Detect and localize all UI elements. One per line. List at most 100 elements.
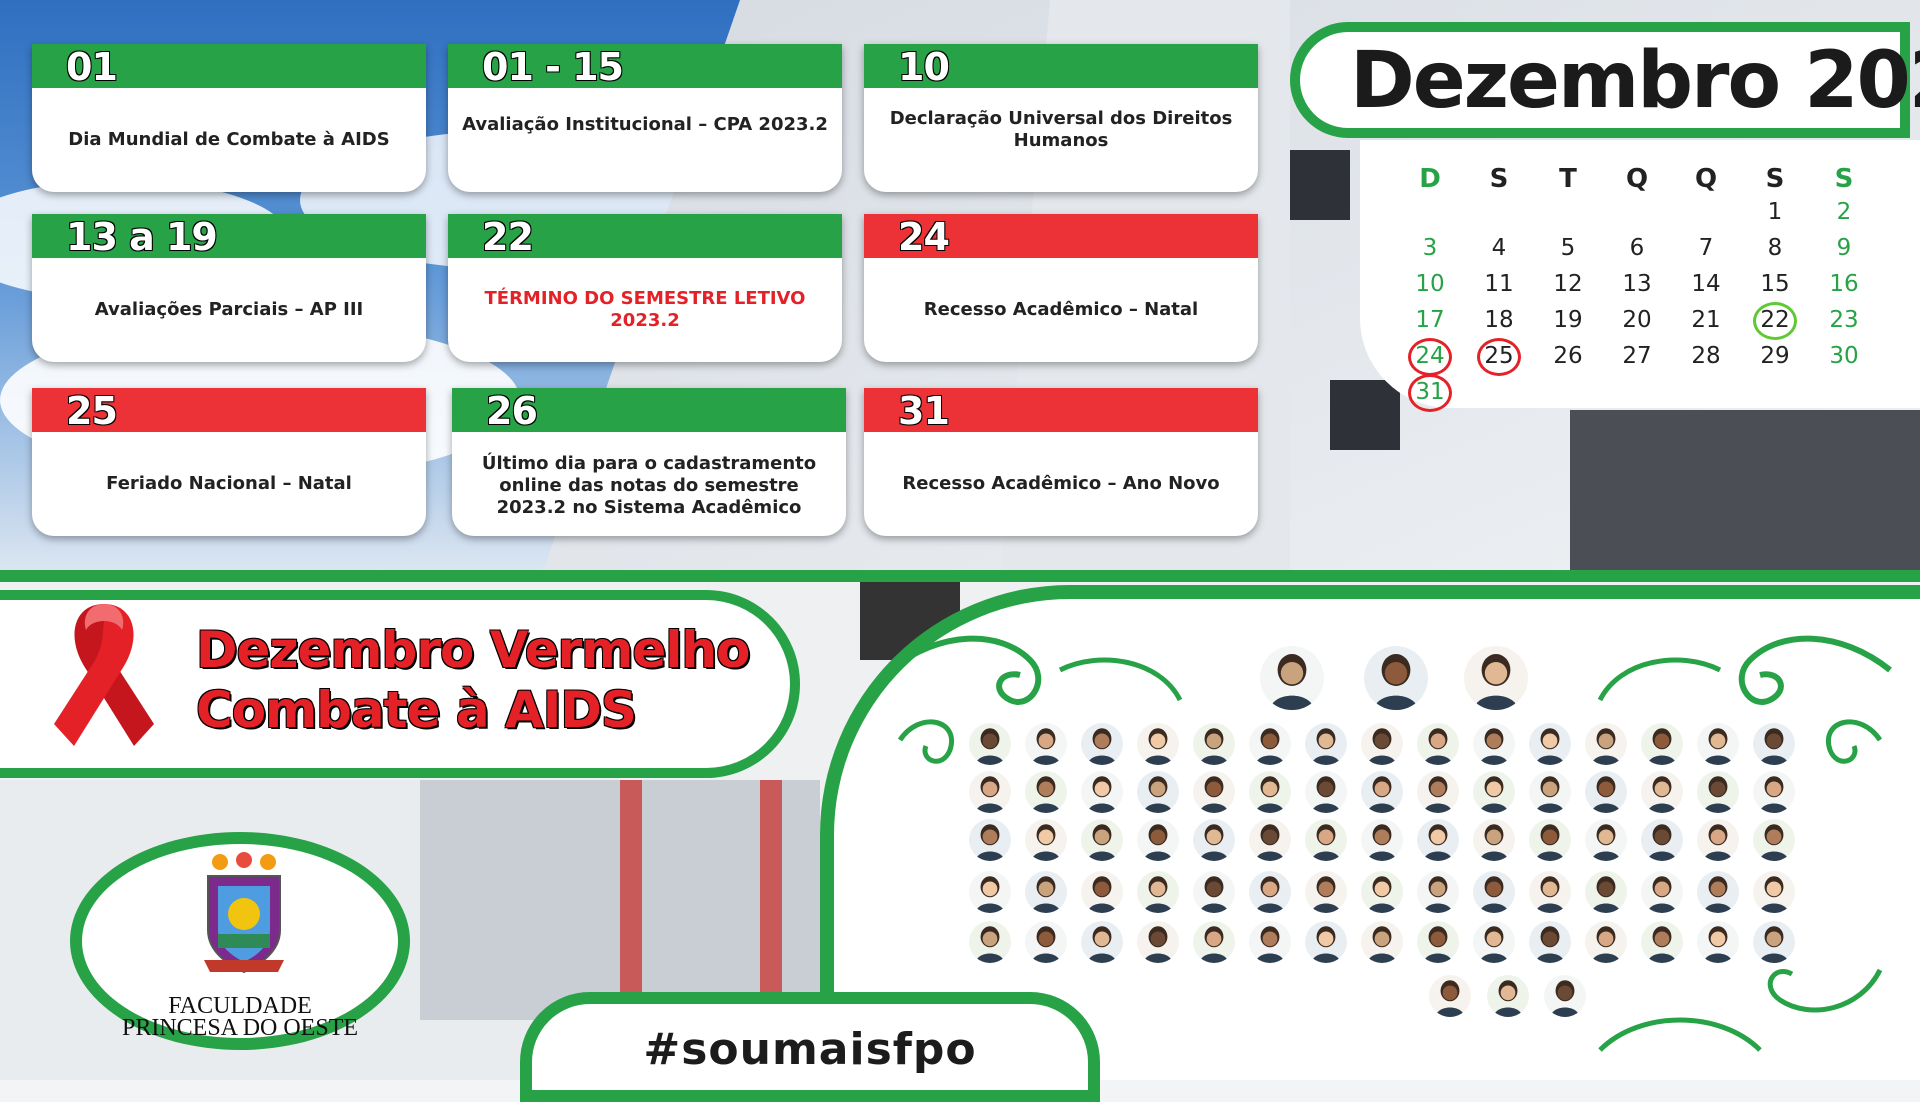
calendar-day: 16 bbox=[1829, 271, 1859, 297]
faculty-name-line-2: PRINCESA DO OESTE bbox=[121, 1015, 359, 1041]
red-ribbon-icon bbox=[54, 604, 154, 746]
team-member-photo bbox=[1081, 871, 1123, 913]
team-member-photo bbox=[969, 723, 1011, 765]
team-member-photo bbox=[1473, 771, 1515, 813]
team-member-photo bbox=[1249, 771, 1291, 813]
team-member-photo bbox=[1193, 723, 1235, 765]
team-member-photo bbox=[1137, 921, 1179, 963]
calendar-day: 1 bbox=[1767, 199, 1783, 225]
team-member-photo bbox=[1361, 871, 1403, 913]
team-member-photo bbox=[1260, 646, 1324, 710]
team-member-photo bbox=[1585, 771, 1627, 813]
team-member-photo bbox=[1641, 921, 1683, 963]
team-member-photo bbox=[1487, 975, 1529, 1017]
event-text: TÉRMINO DO SEMESTRE LETIVO 2023.2 bbox=[484, 288, 806, 331]
event-text: Feriado Nacional – Natal bbox=[106, 473, 352, 494]
team-member-photo bbox=[1249, 921, 1291, 963]
team-member-photo bbox=[1753, 871, 1795, 913]
event-text: Declaração Universal dos Direitos Humano… bbox=[889, 108, 1233, 151]
calendar-day: 10 bbox=[1415, 271, 1445, 297]
calendar-day: 17 bbox=[1415, 307, 1445, 333]
event-text: Último dia para o cadastramento online d… bbox=[481, 453, 817, 518]
team-member-photo bbox=[1025, 921, 1067, 963]
team-member-photo bbox=[1473, 921, 1515, 963]
team-member-photo bbox=[969, 819, 1011, 861]
team-member-photo bbox=[969, 921, 1011, 963]
team-member-photo bbox=[1697, 921, 1739, 963]
team-member-photo bbox=[1361, 819, 1403, 861]
team-member-photo bbox=[1697, 871, 1739, 913]
weekday-label: D bbox=[1419, 164, 1441, 194]
team-member-photo bbox=[1025, 871, 1067, 913]
team-member-photo bbox=[1585, 723, 1627, 765]
event-text: Recesso Acadêmico – Ano Novo bbox=[902, 473, 1220, 494]
team-member-photo bbox=[1249, 871, 1291, 913]
team-member-photo bbox=[1305, 723, 1347, 765]
team-member-photo bbox=[1529, 723, 1571, 765]
team-member-photo bbox=[1305, 819, 1347, 861]
event-text: Recesso Acadêmico – Natal bbox=[923, 299, 1199, 320]
team-member-photo bbox=[969, 871, 1011, 913]
calendar-day: 27 bbox=[1622, 343, 1652, 369]
calendar-day: 3 bbox=[1422, 235, 1438, 261]
team-member-photo bbox=[1529, 871, 1571, 913]
highlight-circle bbox=[1753, 302, 1797, 340]
calendar-day: 7 bbox=[1698, 235, 1714, 261]
team-member-photo bbox=[1417, 921, 1459, 963]
calendar-day: 28 bbox=[1691, 343, 1721, 369]
event-text: Avaliações Parciais – AP III bbox=[94, 299, 364, 320]
calendar-day: 21 bbox=[1691, 307, 1721, 333]
event-card-4: 13 a 19 Avaliações Parciais – AP III bbox=[32, 214, 426, 362]
team-member-photo bbox=[1473, 871, 1515, 913]
team-member-photo bbox=[1529, 819, 1571, 861]
event-card-8: 26 Último dia para o cadastramento onlin… bbox=[452, 388, 846, 536]
calendar-grid bbox=[1360, 140, 1920, 408]
team-member-photo bbox=[1081, 819, 1123, 861]
team-member-photo bbox=[1753, 921, 1795, 963]
event-date: 22 bbox=[448, 214, 842, 259]
calendar-day: 15 bbox=[1760, 271, 1790, 297]
team-member-photo bbox=[1364, 646, 1428, 710]
campaign-line-2: Combate à AIDS bbox=[196, 681, 637, 739]
team-member-photo bbox=[1585, 819, 1627, 861]
hashtag: #soumaisfpo bbox=[643, 1024, 977, 1075]
event-card-3: 10 Declaração Universal dos Direitos Hum… bbox=[864, 44, 1258, 192]
team-member-photo bbox=[1081, 723, 1123, 765]
team-member-photo bbox=[1361, 921, 1403, 963]
event-card-2: 01 - 15 Avaliação Institucional – CPA 20… bbox=[448, 44, 842, 192]
campaign-text: Dezembro Vermelho Combate à AIDS bbox=[196, 620, 750, 740]
event-text: Dia Mundial de Combate à AIDS bbox=[68, 129, 390, 150]
team-member-photo bbox=[1753, 819, 1795, 861]
team-member-photo bbox=[1417, 723, 1459, 765]
calendar-day: 29 bbox=[1760, 343, 1790, 369]
highlight-circle bbox=[1408, 338, 1452, 376]
team-member-photo bbox=[1641, 871, 1683, 913]
team-member-photo bbox=[1193, 921, 1235, 963]
calendar-title-box: Dezembro 2023 bbox=[1290, 22, 1920, 138]
team-member-photo bbox=[1429, 975, 1471, 1017]
team-member-photo bbox=[1305, 921, 1347, 963]
weekday-label: S bbox=[1834, 164, 1854, 194]
team-member-photo bbox=[1193, 819, 1235, 861]
team-member-photo bbox=[1641, 819, 1683, 861]
swirl-ornament-icon bbox=[1598, 968, 1883, 1052]
coat-of-arms-icon bbox=[204, 852, 284, 974]
team-member-photo bbox=[1417, 771, 1459, 813]
team-member-photo bbox=[1697, 723, 1739, 765]
team-member-photo bbox=[1473, 723, 1515, 765]
team-member-photo bbox=[1529, 921, 1571, 963]
swirl-ornament-icon bbox=[1597, 635, 1892, 764]
event-date: 01 bbox=[32, 44, 426, 89]
calendar-day: 12 bbox=[1553, 271, 1583, 297]
event-date: 01 - 15 bbox=[448, 44, 842, 89]
event-card-9: 31 Recesso Acadêmico – Ano Novo bbox=[864, 388, 1258, 536]
team-member-photo bbox=[1641, 723, 1683, 765]
team-member-photo bbox=[1137, 871, 1179, 913]
team-member-photo bbox=[1137, 819, 1179, 861]
team-member-photo bbox=[1473, 819, 1515, 861]
hashtag-banner: #soumaisfpo bbox=[520, 992, 1100, 1102]
event-text: Avaliação Institucional – CPA 2023.2 bbox=[462, 114, 828, 135]
team-member-photo bbox=[1193, 771, 1235, 813]
swirl-ornament-icon bbox=[888, 635, 1183, 764]
team-member-photo bbox=[1305, 771, 1347, 813]
